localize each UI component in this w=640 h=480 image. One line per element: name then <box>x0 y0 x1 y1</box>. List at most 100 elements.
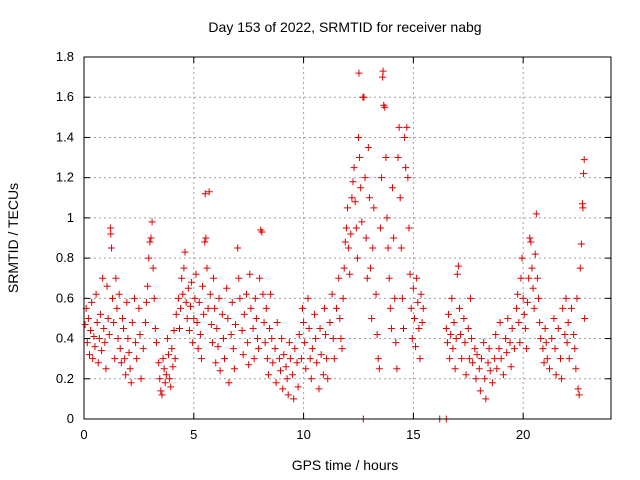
data-point <box>401 133 409 141</box>
data-point <box>552 371 560 379</box>
data-point <box>475 365 483 373</box>
data-point <box>150 294 158 302</box>
data-point <box>531 250 539 258</box>
data-point <box>238 327 246 335</box>
data-point <box>212 359 220 367</box>
data-point <box>234 244 242 252</box>
data-point <box>358 218 366 226</box>
data-point <box>239 351 247 359</box>
data-point <box>188 278 196 286</box>
data-point <box>201 190 209 198</box>
data-point <box>393 365 401 373</box>
data-point <box>245 361 253 369</box>
data-point <box>540 359 548 367</box>
data-point <box>465 355 473 363</box>
data-point <box>128 318 136 326</box>
data-point <box>263 355 271 363</box>
data-point <box>266 325 274 332</box>
data-point <box>491 355 499 363</box>
data-point <box>374 355 382 363</box>
data-point <box>348 194 356 202</box>
data-point <box>383 214 391 222</box>
data-point <box>451 365 459 373</box>
data-point <box>504 314 512 322</box>
data-point <box>272 379 280 387</box>
data-point <box>399 325 407 332</box>
data-point <box>139 345 147 353</box>
data-point <box>496 318 504 326</box>
data-point <box>273 318 281 326</box>
data-point <box>326 318 334 326</box>
data-point <box>375 365 383 373</box>
data-point <box>298 304 306 312</box>
data-point <box>337 335 345 343</box>
data-point <box>345 244 353 252</box>
data-point <box>190 314 198 322</box>
data-point <box>99 274 107 282</box>
data-point <box>283 375 291 383</box>
data-point <box>162 371 170 379</box>
data-point <box>268 335 276 343</box>
data-point <box>454 262 462 270</box>
data-point <box>295 331 303 339</box>
y-tick-label: 1 <box>67 210 74 225</box>
data-point <box>464 325 472 332</box>
data-point <box>143 298 151 306</box>
data-point <box>90 333 98 341</box>
data-point <box>484 359 492 367</box>
data-point <box>316 325 324 332</box>
data-point <box>335 274 343 282</box>
data-point <box>357 184 365 192</box>
data-point <box>453 270 461 278</box>
x-tick-label: 15 <box>406 427 420 442</box>
data-point <box>135 304 143 312</box>
data-point <box>302 365 310 373</box>
data-point <box>105 331 113 339</box>
data-point <box>472 375 480 383</box>
data-point <box>492 331 500 339</box>
data-point <box>101 339 109 347</box>
data-point <box>106 224 114 232</box>
data-point <box>289 371 297 379</box>
data-point <box>398 294 406 302</box>
data-point <box>115 290 123 298</box>
y-axis-label: SRMTID / TECUs <box>5 183 21 293</box>
data-point <box>178 274 186 282</box>
data-point <box>360 93 368 101</box>
data-point <box>546 365 554 373</box>
data-point <box>291 345 299 353</box>
data-point <box>486 367 494 375</box>
data-point <box>562 294 570 302</box>
data-point <box>513 304 521 312</box>
data-point <box>581 314 589 322</box>
data-point <box>246 270 254 278</box>
data-point <box>204 304 212 312</box>
y-tick-label: 0.8 <box>56 250 74 265</box>
data-point <box>384 244 392 252</box>
data-point <box>256 274 264 282</box>
data-point <box>249 325 257 332</box>
data-point <box>452 335 460 343</box>
data-point <box>277 367 285 375</box>
data-point <box>392 339 400 347</box>
data-point <box>404 174 412 182</box>
data-point <box>460 314 468 322</box>
data-point <box>563 339 571 347</box>
data-point <box>132 339 140 347</box>
data-point <box>114 335 122 343</box>
data-point <box>369 244 377 252</box>
data-point <box>244 339 252 347</box>
data-point <box>177 304 185 312</box>
data-point <box>529 284 537 292</box>
data-point <box>461 339 469 347</box>
data-point <box>347 230 355 238</box>
data-point <box>520 310 528 318</box>
data-point <box>455 304 463 312</box>
data-point <box>378 174 386 182</box>
data-point <box>386 304 394 312</box>
data-point <box>571 345 579 353</box>
y-tick-label: 1.4 <box>56 129 74 144</box>
data-point <box>530 304 538 312</box>
data-point <box>373 331 381 339</box>
data-point <box>218 310 226 318</box>
